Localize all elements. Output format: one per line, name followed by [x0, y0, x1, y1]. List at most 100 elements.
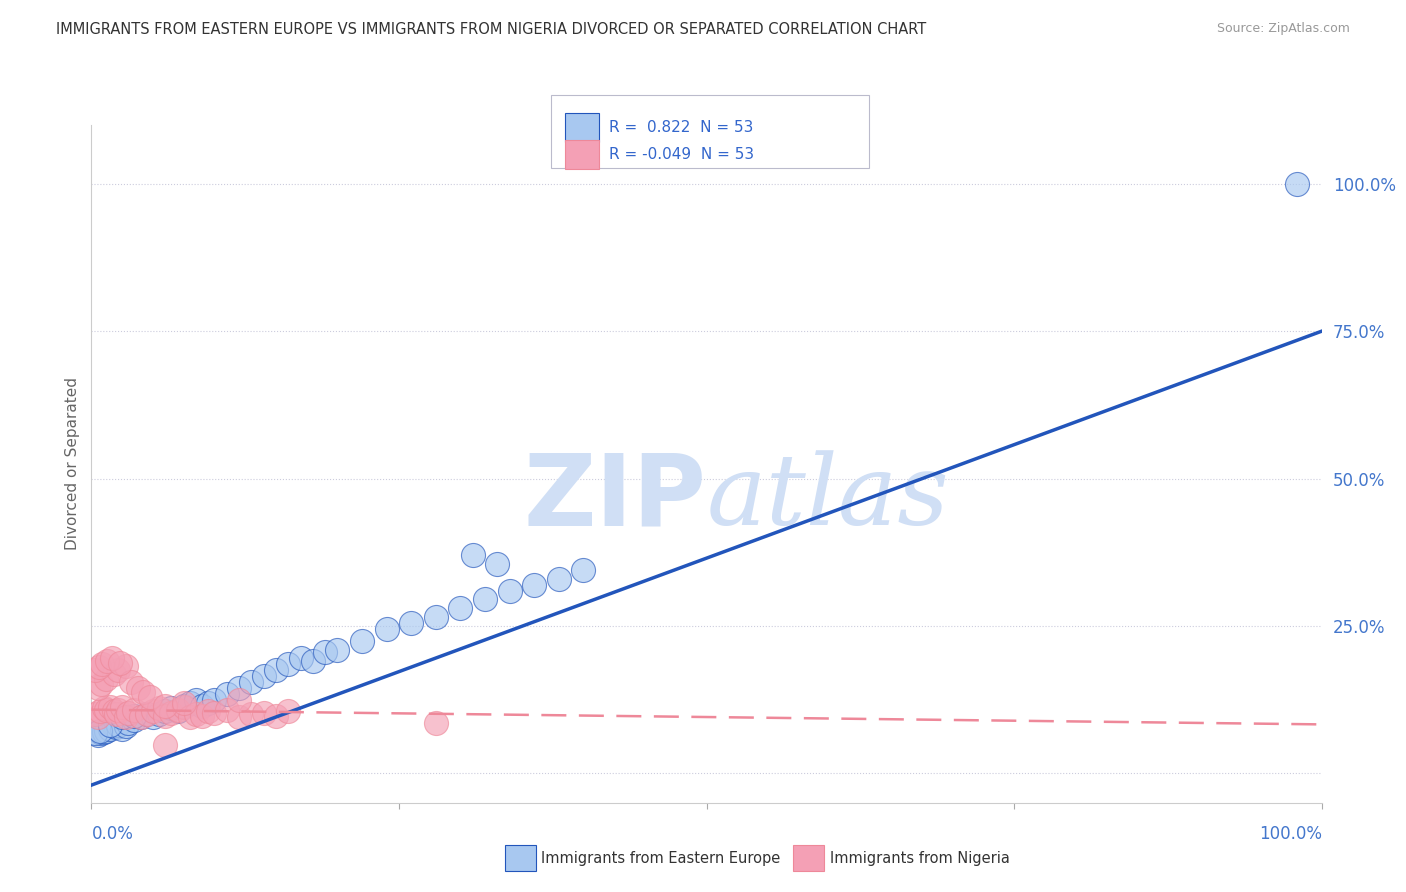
Point: [127, 681, 149, 695]
Point: [103, 719, 125, 733]
Point: [547, 572, 569, 586]
Text: Source: ZipAtlas.com: Source: ZipAtlas.com: [1216, 22, 1350, 36]
Point: [120, 675, 142, 690]
Point: [425, 716, 447, 731]
Point: [86, 710, 108, 724]
Text: Immigrants from Nigeria: Immigrants from Nigeria: [830, 851, 1010, 865]
Point: [114, 659, 138, 673]
Point: [86, 728, 108, 742]
Point: [142, 705, 165, 719]
Point: [96, 672, 117, 686]
Point: [84, 663, 107, 677]
Point: [1285, 177, 1308, 191]
Point: [173, 698, 195, 713]
Point: [523, 577, 546, 591]
Point: [98, 718, 121, 732]
Point: [107, 703, 129, 717]
Point: [98, 722, 121, 736]
Point: [166, 705, 188, 719]
Point: [117, 706, 139, 721]
Point: [153, 708, 177, 723]
Point: [107, 718, 129, 732]
Point: [202, 706, 225, 721]
Point: [173, 696, 195, 710]
Point: [129, 710, 152, 724]
Point: [96, 654, 118, 668]
Point: [191, 708, 214, 723]
Point: [486, 557, 509, 571]
Point: [184, 707, 207, 722]
Point: [184, 692, 207, 706]
Point: [111, 722, 134, 736]
Point: [98, 700, 121, 714]
Point: [90, 677, 112, 691]
Point: [101, 651, 124, 665]
Point: [105, 720, 127, 734]
Point: [179, 696, 201, 710]
Point: [124, 713, 146, 727]
Text: IMMIGRANTS FROM EASTERN EUROPE VS IMMIGRANTS FROM NIGERIA DIVORCED OR SEPARATED : IMMIGRANTS FROM EASTERN EUROPE VS IMMIGR…: [56, 22, 927, 37]
Point: [474, 592, 496, 607]
Point: [253, 669, 276, 683]
Point: [240, 707, 263, 722]
Text: R = -0.049  N = 53: R = -0.049 N = 53: [609, 147, 754, 161]
Point: [197, 696, 219, 710]
Point: [264, 708, 287, 723]
Point: [84, 726, 107, 740]
Point: [124, 708, 146, 723]
Point: [202, 692, 225, 706]
Point: [160, 701, 183, 715]
Point: [111, 700, 134, 714]
Y-axis label: Divorced or Separated: Divorced or Separated: [65, 377, 80, 550]
Text: 0.0%: 0.0%: [91, 825, 134, 843]
Point: [124, 703, 146, 717]
Point: [105, 707, 127, 722]
Point: [93, 725, 115, 739]
Point: [399, 615, 422, 630]
Point: [89, 723, 111, 738]
Text: Immigrants from Eastern Europe: Immigrants from Eastern Europe: [541, 851, 780, 865]
Point: [135, 707, 157, 722]
Point: [142, 710, 165, 724]
Point: [96, 703, 117, 717]
Point: [191, 698, 214, 713]
Text: ZIP: ZIP: [523, 450, 706, 546]
Point: [326, 642, 349, 657]
Point: [84, 707, 107, 722]
Point: [139, 690, 162, 704]
Point: [301, 654, 323, 668]
Point: [103, 705, 125, 719]
Text: 100.0%: 100.0%: [1258, 825, 1322, 843]
Point: [461, 548, 484, 562]
Point: [114, 710, 138, 724]
Point: [108, 656, 131, 670]
Point: [89, 705, 111, 719]
Point: [117, 716, 139, 731]
Point: [572, 563, 595, 577]
Point: [264, 663, 287, 677]
Point: [277, 657, 299, 672]
Point: [173, 700, 195, 714]
Point: [215, 703, 238, 717]
Point: [153, 698, 177, 713]
Text: R =  0.822  N = 53: R = 0.822 N = 53: [609, 120, 754, 135]
Point: [93, 701, 115, 715]
Point: [277, 705, 299, 719]
Point: [215, 687, 238, 701]
Point: [375, 622, 398, 636]
Point: [114, 719, 138, 733]
Point: [96, 723, 117, 738]
Point: [425, 610, 447, 624]
Point: [197, 705, 219, 719]
Point: [228, 692, 250, 706]
Point: [111, 710, 134, 724]
Point: [148, 707, 170, 722]
Point: [153, 738, 177, 752]
Point: [129, 710, 152, 724]
Point: [352, 633, 374, 648]
Text: atlas: atlas: [706, 450, 949, 545]
Point: [160, 706, 183, 721]
Point: [86, 681, 108, 695]
Point: [103, 667, 125, 681]
Point: [253, 706, 276, 721]
